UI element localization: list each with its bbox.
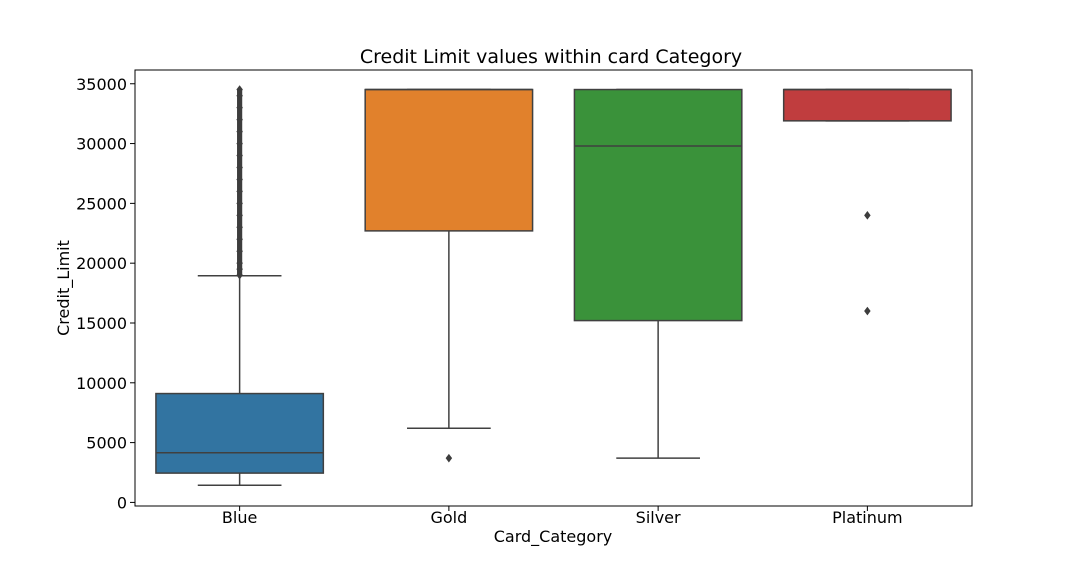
box-silver — [573, 88, 743, 459]
y-tick-label: 15000 — [76, 314, 127, 333]
y-axis-label: Credit_Limit — [54, 240, 74, 336]
box-iqr — [364, 88, 534, 232]
box-iqr — [573, 88, 743, 322]
outlier-point — [864, 306, 871, 316]
x-axis: Blue Gold Silver Platinum — [222, 506, 903, 527]
outlier-point — [864, 210, 871, 220]
y-axis: 0 5000 10000 15000 20000 25000 30000 35000 — [76, 75, 135, 512]
y-tick-label: 25000 — [76, 194, 127, 213]
y-tick-label: 20000 — [76, 254, 127, 273]
box-blue — [155, 85, 325, 486]
box-iqr — [155, 392, 325, 474]
y-tick-label: 35000 — [76, 75, 127, 94]
box-gold — [364, 88, 534, 463]
x-tick-label: Blue — [222, 508, 257, 527]
box-iqr — [782, 88, 952, 122]
y-tick-label: 5000 — [86, 434, 127, 453]
chart-title: Credit Limit values within card Category — [360, 46, 742, 68]
box-platinum — [782, 88, 952, 316]
y-tick-label: 0 — [117, 493, 127, 512]
y-tick-label: 10000 — [76, 374, 127, 393]
x-axis-label: Card_Category — [494, 527, 613, 547]
x-tick-label: Platinum — [832, 508, 902, 527]
outlier-point — [445, 453, 453, 463]
plot-area — [134, 69, 973, 507]
outlier-cluster — [237, 89, 243, 276]
y-tick-label: 30000 — [76, 135, 127, 154]
plot-frame — [134, 69, 973, 507]
x-tick-label: Silver — [636, 508, 681, 527]
x-tick-label: Gold — [430, 508, 467, 527]
